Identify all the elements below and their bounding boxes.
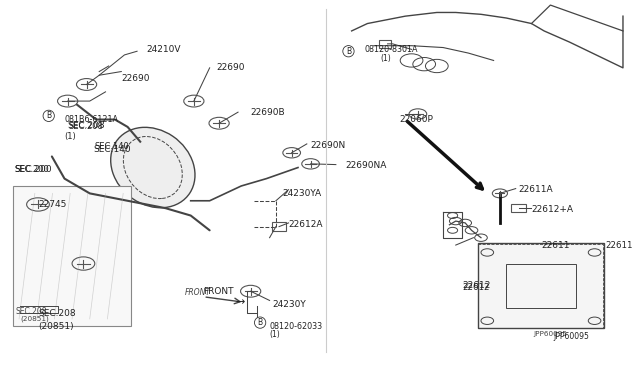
Bar	[506, 263, 575, 308]
Text: SEC.200: SEC.200	[14, 165, 52, 174]
Text: 22690B: 22690B	[251, 108, 285, 117]
Text: 24210V: 24210V	[147, 45, 181, 54]
Text: 22612: 22612	[462, 281, 490, 290]
Text: JPP60095: JPP60095	[554, 332, 589, 341]
Text: 24230Y: 24230Y	[273, 300, 307, 309]
Text: 22611: 22611	[605, 241, 633, 250]
Text: SEC.140: SEC.140	[94, 142, 129, 151]
Text: FRONT: FRONT	[204, 287, 234, 296]
Text: 22690NA: 22690NA	[346, 161, 387, 170]
Text: 22612+A: 22612+A	[531, 205, 573, 215]
Text: 22611A: 22611A	[519, 185, 554, 194]
Text: (1): (1)	[65, 132, 76, 141]
Bar	[511, 205, 527, 212]
Text: B: B	[346, 47, 351, 56]
Text: 22690: 22690	[122, 74, 150, 83]
Text: SEC.208: SEC.208	[15, 307, 47, 316]
Text: 22612: 22612	[462, 283, 490, 292]
Text: 24230YA: 24230YA	[282, 189, 321, 198]
Text: 081B6-6121A: 081B6-6121A	[65, 115, 118, 124]
Text: SEC.208: SEC.208	[69, 122, 104, 131]
Bar	[13, 186, 131, 326]
FancyBboxPatch shape	[478, 243, 604, 328]
Text: SEC.208: SEC.208	[68, 121, 105, 129]
Text: 22745: 22745	[38, 200, 67, 209]
Bar	[479, 244, 604, 328]
Text: B: B	[46, 111, 51, 121]
Bar	[380, 40, 391, 48]
Text: (1): (1)	[380, 54, 391, 63]
Text: FRONT: FRONT	[184, 288, 211, 297]
Text: 08120-8301A: 08120-8301A	[364, 45, 418, 54]
Text: JPP60095: JPP60095	[533, 331, 568, 337]
Text: 22612A: 22612A	[289, 220, 323, 229]
Text: 22060P: 22060P	[399, 115, 433, 124]
Text: B: B	[257, 318, 262, 327]
Text: SEC.200: SEC.200	[14, 165, 49, 174]
Text: 08120-62033: 08120-62033	[269, 322, 323, 331]
Bar	[272, 222, 286, 231]
Text: (20851): (20851)	[20, 315, 49, 322]
Text: →: →	[235, 297, 244, 307]
Text: SEC.208: SEC.208	[38, 309, 76, 318]
Ellipse shape	[111, 127, 195, 208]
Text: SEC.140: SEC.140	[93, 145, 131, 154]
Text: (1): (1)	[269, 330, 280, 339]
Text: 22690: 22690	[216, 63, 244, 72]
Text: (20851): (20851)	[38, 322, 74, 331]
Text: 22611: 22611	[541, 241, 570, 250]
Text: 22690N: 22690N	[310, 141, 346, 150]
